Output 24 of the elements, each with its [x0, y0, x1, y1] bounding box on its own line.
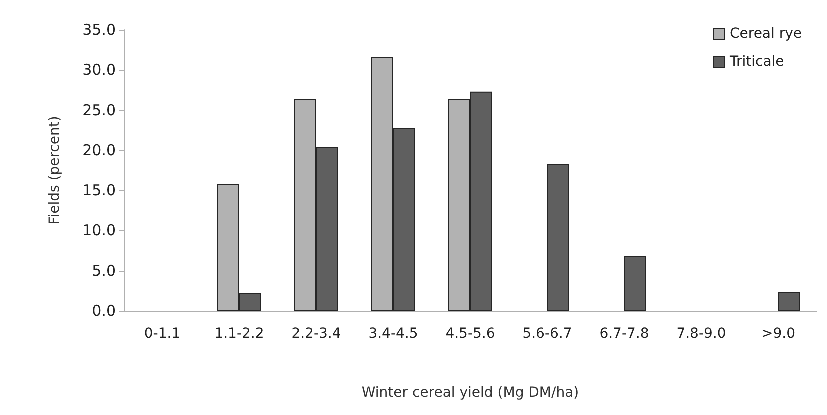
y-tick-label: 20.0: [82, 141, 116, 160]
x-axis-title: Winter cereal yield (Mg DM/ha): [362, 385, 580, 401]
y-tick-label: 25.0: [82, 101, 116, 120]
x-tick-label: 3.4-4.5: [368, 326, 418, 342]
x-tick-label: >9.0: [762, 326, 796, 342]
y-tick-label: 15.0: [82, 182, 116, 200]
x-tick-label: 0-1.1: [144, 326, 181, 342]
x-tick-label: 6.7-7.8: [600, 326, 650, 342]
legend-label: Triticale: [728, 54, 784, 70]
y-tick-label: 35.0: [82, 21, 116, 39]
bar: [624, 256, 646, 311]
x-tick-label: 1.1-2.2: [214, 326, 264, 342]
y-tick-label: 0.0: [92, 302, 116, 320]
bar: [778, 292, 800, 311]
y-tick-label: 5.0: [92, 262, 116, 280]
y-axis-title: Fields (percent): [47, 116, 63, 225]
x-tick-label: 7.8-9.0: [676, 326, 726, 342]
y-tick-label: 30.0: [82, 61, 116, 80]
bar: [548, 164, 570, 311]
x-tick-label: 4.5-5.6: [446, 326, 496, 342]
y-tick-label: 10.0: [82, 222, 116, 240]
x-tick-label: 2.2-3.4: [292, 326, 342, 342]
x-tick-label: 5.6-6.7: [522, 326, 572, 342]
legend-label: Cereal rye: [730, 26, 802, 42]
